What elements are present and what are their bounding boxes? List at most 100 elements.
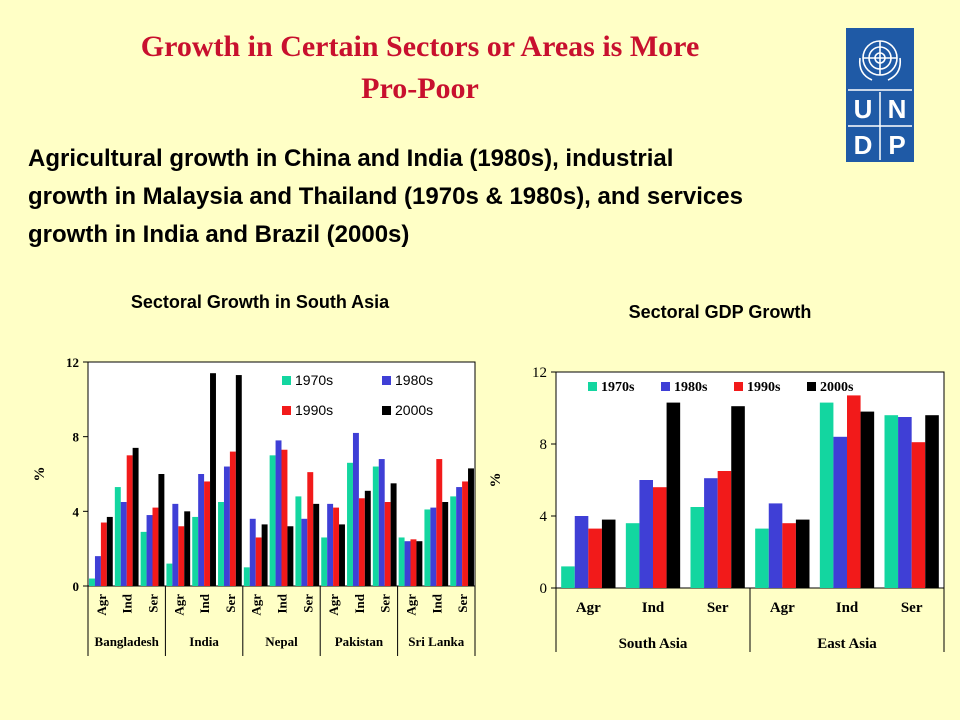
chart1-ytick-label: 12	[66, 355, 79, 370]
chart1-bar	[442, 502, 449, 586]
chart1-group-label: India	[189, 634, 219, 649]
chart1-bar	[94, 556, 101, 586]
chart2-bar	[860, 411, 875, 588]
un-emblem-icon	[858, 40, 902, 81]
chart1-bar	[364, 490, 371, 586]
chart2-bar	[704, 478, 718, 588]
chart2-legend-label: 2000s	[820, 380, 854, 395]
chart1-category-label: Ser	[455, 594, 470, 613]
chart2-bar	[847, 395, 861, 588]
chart1-bar	[327, 503, 334, 586]
chart1-bar	[462, 481, 469, 586]
chart1-bar	[321, 537, 328, 586]
chart2-plot-area	[555, 371, 945, 589]
chart1-bar	[120, 502, 127, 586]
chart1-category-label: Agr	[94, 594, 109, 616]
chart1-category-label: Ind	[429, 593, 444, 613]
chart1-bar	[295, 496, 302, 586]
chart2-bar	[731, 406, 745, 588]
slide-title-line-1: Growth in Certain Sectors or Areas is Mo…	[140, 30, 700, 63]
chart1-bar	[229, 451, 236, 586]
chart1-bar	[126, 455, 133, 586]
chart1-bar	[166, 563, 173, 586]
chart1-bar	[352, 432, 359, 586]
chart1-bar	[223, 466, 230, 586]
chart1-bar	[339, 524, 345, 586]
chart2-ytick-label: 4	[540, 509, 548, 525]
chart2-bar	[639, 480, 653, 588]
chart1-category-label: Agr	[326, 594, 341, 616]
chart1-bar	[198, 474, 205, 586]
logo-letter-u: U	[854, 94, 873, 124]
chart1-bar	[436, 459, 443, 586]
chart1-group-label: Sri Lanka	[408, 634, 464, 649]
chart1-bar	[243, 567, 250, 586]
chart1-bar	[424, 509, 431, 586]
slide-title: Growth in Certain Sectors or Areas is Mo…	[40, 26, 800, 110]
chart1-category-label: Ind	[275, 593, 290, 613]
chart1-group-label: Bangladesh	[95, 634, 160, 649]
chart1-bar	[281, 449, 288, 586]
chart1-bar	[398, 537, 405, 586]
chart1-category-label: Ind	[197, 593, 212, 613]
chart1-legend-swatch	[282, 376, 291, 385]
chart1-category-label: Ind	[120, 593, 135, 613]
chart1-ytick-label: 8	[73, 430, 80, 445]
chart2-ytick-label: 8	[540, 437, 548, 453]
logo-letter-d: D	[854, 130, 873, 160]
logo-letter-n: N	[888, 94, 907, 124]
chart2-bar	[625, 523, 640, 588]
logo-letter-p: P	[888, 130, 905, 160]
chart1-bar	[172, 503, 179, 586]
chart1-bar	[287, 526, 294, 586]
chart1-legend-label: 2000s	[395, 402, 433, 418]
chart2-category-label: Agr	[770, 600, 795, 616]
chart1-bar	[178, 526, 185, 586]
chart1-bar	[275, 440, 282, 586]
chart1-bar	[456, 487, 463, 586]
chart2-group-label: South Asia	[619, 636, 688, 652]
chart2-ytick-label: 0	[540, 581, 548, 597]
chart1-legend-label: 1970s	[295, 372, 333, 388]
chart1-bar	[347, 462, 353, 586]
chart1-legend-label: 1980s	[395, 372, 433, 388]
chart1-bar	[158, 474, 165, 586]
chart2-legend-swatch	[734, 382, 743, 391]
chart2-bar	[666, 402, 681, 588]
chart1-ytick-label: 0	[73, 579, 80, 594]
chart2-bar	[898, 417, 912, 588]
chart2-ytick-label: 12	[532, 365, 547, 381]
chart2-legend-label: 1970s	[601, 380, 635, 395]
chart1-legend-swatch	[282, 406, 291, 415]
chart1-bar	[140, 531, 147, 586]
chart2-svg: 0 4 8 12% Agr Ind Ser Agr Ind Ser South Asia East A…	[488, 365, 945, 652]
chart1-bar	[410, 539, 417, 586]
chart1-bar	[313, 503, 320, 586]
chart1-legend-label: 1990s	[295, 402, 333, 418]
chart1-bar	[404, 541, 411, 586]
chart2-category-label: Agr	[576, 600, 601, 616]
chart1-ytick-label: 4	[73, 504, 80, 519]
chart1-category-label: Ser	[223, 594, 238, 613]
chart1-group-label: Nepal	[265, 634, 298, 649]
chart1-bar	[132, 447, 139, 586]
chart2-bar	[768, 503, 783, 588]
chart2-ylabel: %	[488, 473, 504, 488]
chart1-legend-swatch	[382, 406, 391, 415]
chart1-bar	[218, 502, 224, 586]
chart1-category-label: Ser	[378, 594, 393, 613]
subtitle-line-3: growth in India and Brazil (2000s)	[28, 221, 410, 248]
chart2-legend-swatch	[807, 382, 816, 391]
chart2-legend-swatch	[588, 382, 597, 391]
chart1-ylabel: %	[32, 467, 48, 482]
chart1-bar	[192, 516, 199, 586]
subtitle-line-1: Agricultural growth in China and India (…	[28, 145, 674, 172]
chart1-bar	[210, 373, 216, 586]
chart2-bar	[653, 487, 667, 588]
undp-logo: U N D P	[846, 28, 914, 162]
chart2-bar	[601, 519, 616, 588]
chart1-bar	[372, 466, 379, 586]
chart1-bar	[358, 498, 365, 586]
chart2-bar	[717, 471, 732, 588]
chart1-bar	[384, 502, 391, 586]
